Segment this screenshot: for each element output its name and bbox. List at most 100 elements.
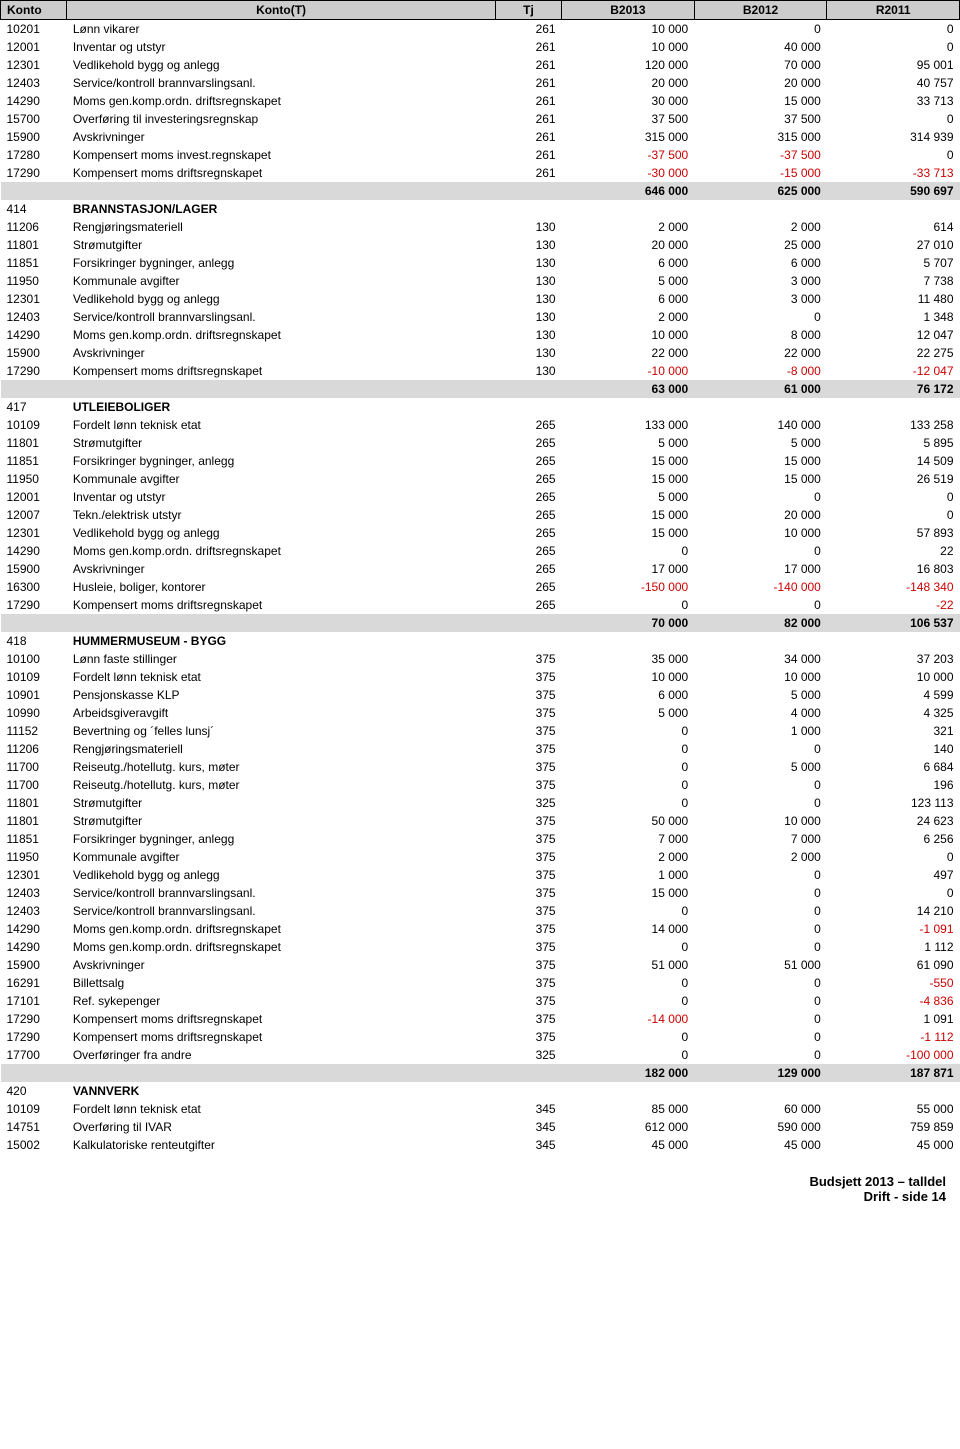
cell-text: Vedlikehold bygg og anlegg bbox=[67, 524, 495, 542]
table-row: 17290Kompensert moms driftsregnskapet375… bbox=[1, 1028, 960, 1046]
cell-text: Kompensert moms invest.regnskapet bbox=[67, 146, 495, 164]
cell-tj: 130 bbox=[495, 308, 561, 326]
cell-r2011: 140 bbox=[827, 740, 960, 758]
table-row: 15700Overføring til investeringsregnskap… bbox=[1, 110, 960, 128]
cell-tj: 261 bbox=[495, 146, 561, 164]
cell-text: Ref. sykepenger bbox=[67, 992, 495, 1010]
cell-b2013: 0 bbox=[562, 758, 695, 776]
cell-r2011: 12 047 bbox=[827, 326, 960, 344]
cell-tj: 265 bbox=[495, 416, 561, 434]
cell-r2011: 33 713 bbox=[827, 92, 960, 110]
cell-tj: 261 bbox=[495, 92, 561, 110]
cell-b2012: 4 000 bbox=[694, 704, 827, 722]
cell-tj: 375 bbox=[495, 1010, 561, 1028]
cell-konto: 14290 bbox=[1, 92, 67, 110]
cell-r2011: 6 256 bbox=[827, 830, 960, 848]
cell-r2011: 0 bbox=[827, 848, 960, 866]
table-row: 17290Kompensert moms driftsregnskapet265… bbox=[1, 596, 960, 614]
cell-b2013: 5 000 bbox=[562, 434, 695, 452]
section-total-r2011: 76 172 bbox=[827, 380, 960, 398]
cell-text: Forsikringer bygninger, anlegg bbox=[67, 254, 495, 272]
cell-r2011: -550 bbox=[827, 974, 960, 992]
cell-konto: 14290 bbox=[1, 326, 67, 344]
cell-konto: 14290 bbox=[1, 920, 67, 938]
cell-text: Overføringer fra andre bbox=[67, 1046, 495, 1064]
cell-text: Avskrivninger bbox=[67, 560, 495, 578]
cell-r2011: 0 bbox=[827, 110, 960, 128]
cell-b2013: 15 000 bbox=[562, 524, 695, 542]
cell-text: Kompensert moms driftsregnskapet bbox=[67, 596, 495, 614]
table-row: 11851Forsikringer bygninger, anlegg26515… bbox=[1, 452, 960, 470]
cell-konto: 11152 bbox=[1, 722, 67, 740]
cell-text: Strømutgifter bbox=[67, 812, 495, 830]
cell-konto: 16291 bbox=[1, 974, 67, 992]
cell-tj: 375 bbox=[495, 848, 561, 866]
section-total-b2012: 129 000 bbox=[694, 1064, 827, 1082]
cell-b2012: 2 000 bbox=[694, 848, 827, 866]
cell-b2013: 0 bbox=[562, 776, 695, 794]
cell-tj: 130 bbox=[495, 218, 561, 236]
cell-r2011: -148 340 bbox=[827, 578, 960, 596]
cell-konto: 17101 bbox=[1, 992, 67, 1010]
cell-r2011: 40 757 bbox=[827, 74, 960, 92]
cell-r2011: 45 000 bbox=[827, 1136, 960, 1154]
cell-konto: 11801 bbox=[1, 236, 67, 254]
table-row: 15900Avskrivninger13022 00022 00022 275 bbox=[1, 344, 960, 362]
table-row: 15002Kalkulatoriske renteutgifter34545 0… bbox=[1, 1136, 960, 1154]
cell-r2011: 27 010 bbox=[827, 236, 960, 254]
cell-text: Kompensert moms driftsregnskapet bbox=[67, 1028, 495, 1046]
cell-tj: 375 bbox=[495, 668, 561, 686]
cell-b2013: 0 bbox=[562, 722, 695, 740]
cell-tj: 375 bbox=[495, 704, 561, 722]
cell-b2012: 34 000 bbox=[694, 650, 827, 668]
cell-text: Rengjøringsmateriell bbox=[67, 740, 495, 758]
table-row: 11851Forsikringer bygninger, anlegg1306 … bbox=[1, 254, 960, 272]
cell-r2011: 7 738 bbox=[827, 272, 960, 290]
cell-tj: 261 bbox=[495, 128, 561, 146]
cell-konto: 14290 bbox=[1, 542, 67, 560]
cell-text: Kalkulatoriske renteutgifter bbox=[67, 1136, 495, 1154]
section-total-b2012: 82 000 bbox=[694, 614, 827, 632]
cell-b2012: 0 bbox=[694, 992, 827, 1010]
section-total-b2013: 70 000 bbox=[562, 614, 695, 632]
cell-tj: 375 bbox=[495, 1028, 561, 1046]
cell-r2011: 37 203 bbox=[827, 650, 960, 668]
cell-tj: 345 bbox=[495, 1118, 561, 1136]
section-title: UTLEIEBOLIGER bbox=[67, 398, 495, 416]
table-row: 11801Strømutgifter37550 00010 00024 623 bbox=[1, 812, 960, 830]
cell-b2013: 2 000 bbox=[562, 848, 695, 866]
cell-r2011: 24 623 bbox=[827, 812, 960, 830]
table-row: 12403Service/kontroll brannvarslingsanl.… bbox=[1, 902, 960, 920]
table-row: 14290Moms gen.komp.ordn. driftsregnskape… bbox=[1, 92, 960, 110]
cell-b2012: 0 bbox=[694, 974, 827, 992]
table-row: 10990Arbeidsgiveravgift3755 0004 0004 32… bbox=[1, 704, 960, 722]
cell-konto: 15900 bbox=[1, 128, 67, 146]
cell-text: Reiseutg./hotellutg. kurs, møter bbox=[67, 776, 495, 794]
cell-b2012: 25 000 bbox=[694, 236, 827, 254]
cell-b2013: 7 000 bbox=[562, 830, 695, 848]
cell-b2012: 0 bbox=[694, 938, 827, 956]
cell-konto: 10109 bbox=[1, 1100, 67, 1118]
cell-tj: 265 bbox=[495, 524, 561, 542]
cell-r2011: -1 091 bbox=[827, 920, 960, 938]
cell-text: Moms gen.komp.ordn. driftsregnskapet bbox=[67, 92, 495, 110]
cell-b2013: 15 000 bbox=[562, 506, 695, 524]
section-total-b2013: 63 000 bbox=[562, 380, 695, 398]
cell-tj: 130 bbox=[495, 326, 561, 344]
cell-r2011: 0 bbox=[827, 488, 960, 506]
cell-b2013: 612 000 bbox=[562, 1118, 695, 1136]
col-text: Konto(T) bbox=[67, 1, 495, 20]
table-row: 11700Reiseutg./hotellutg. kurs, møter375… bbox=[1, 776, 960, 794]
cell-b2013: 10 000 bbox=[562, 20, 695, 39]
cell-r2011: -33 713 bbox=[827, 164, 960, 182]
cell-r2011: 0 bbox=[827, 506, 960, 524]
cell-b2013: 0 bbox=[562, 974, 695, 992]
cell-tj: 375 bbox=[495, 830, 561, 848]
cell-tj: 261 bbox=[495, 74, 561, 92]
cell-tj: 130 bbox=[495, 290, 561, 308]
cell-tj: 325 bbox=[495, 794, 561, 812]
cell-b2013: -150 000 bbox=[562, 578, 695, 596]
table-row: 14290Moms gen.komp.ordn. driftsregnskape… bbox=[1, 938, 960, 956]
cell-b2012: 0 bbox=[694, 794, 827, 812]
cell-text: Billettsalg bbox=[67, 974, 495, 992]
